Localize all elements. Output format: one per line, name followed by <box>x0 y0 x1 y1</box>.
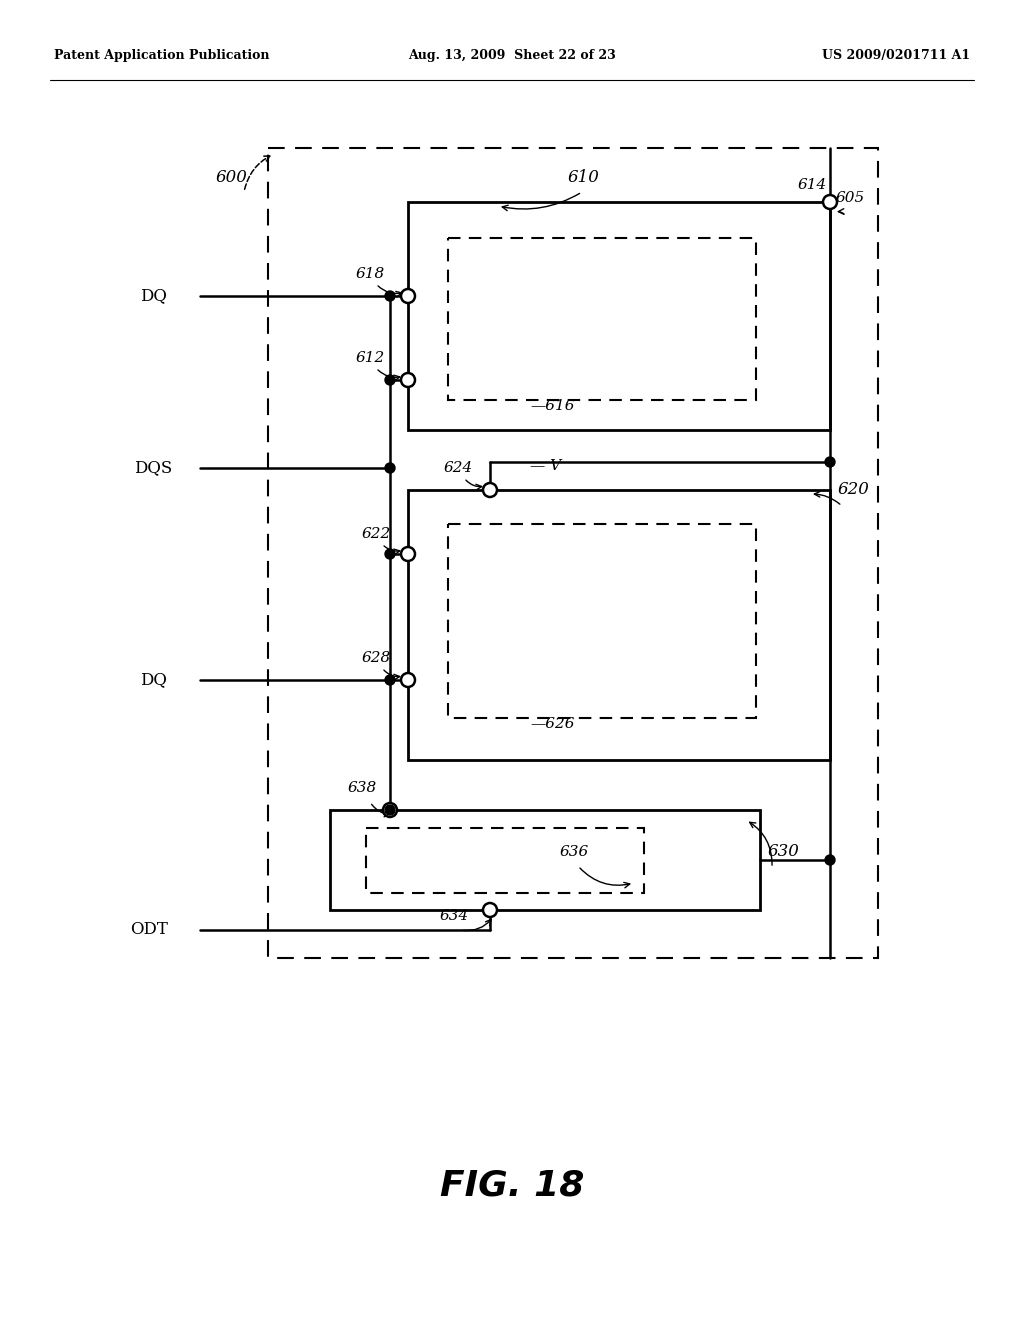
Text: 614: 614 <box>798 178 827 191</box>
Circle shape <box>385 805 395 814</box>
Text: DQS: DQS <box>134 459 172 477</box>
Circle shape <box>825 855 835 865</box>
Bar <box>268 148 878 958</box>
Text: DQ: DQ <box>140 288 167 305</box>
Text: 620: 620 <box>838 482 869 499</box>
Circle shape <box>401 374 415 387</box>
Text: 634: 634 <box>440 909 469 923</box>
Text: DQ: DQ <box>140 672 167 689</box>
Bar <box>449 524 756 718</box>
Circle shape <box>385 463 395 473</box>
Text: FIG. 18: FIG. 18 <box>440 1168 584 1203</box>
Bar <box>366 828 644 894</box>
Text: —616: —616 <box>530 399 574 413</box>
Text: 624: 624 <box>444 461 473 475</box>
Text: 622: 622 <box>362 527 391 541</box>
Text: 618: 618 <box>356 267 385 281</box>
Text: 638: 638 <box>348 781 377 795</box>
Text: 636: 636 <box>560 845 589 859</box>
Circle shape <box>483 483 497 498</box>
Circle shape <box>401 673 415 686</box>
Text: US 2009/0201711 A1: US 2009/0201711 A1 <box>822 49 970 62</box>
Text: 630: 630 <box>768 843 800 861</box>
Circle shape <box>825 457 835 467</box>
Circle shape <box>401 546 415 561</box>
Circle shape <box>385 549 395 558</box>
Text: 612: 612 <box>356 351 385 366</box>
Text: — V: — V <box>530 459 561 473</box>
Text: Patent Application Publication: Patent Application Publication <box>54 49 269 62</box>
Text: —626: —626 <box>530 717 574 731</box>
Text: Aug. 13, 2009  Sheet 22 of 23: Aug. 13, 2009 Sheet 22 of 23 <box>409 49 615 62</box>
Text: ODT: ODT <box>130 921 168 939</box>
Bar <box>408 490 830 760</box>
Circle shape <box>385 375 395 385</box>
Circle shape <box>401 289 415 304</box>
Text: 600: 600 <box>216 169 248 186</box>
Circle shape <box>385 290 395 301</box>
Bar <box>449 238 756 400</box>
Bar <box>330 810 760 909</box>
Circle shape <box>383 803 397 817</box>
Text: 628: 628 <box>362 651 391 665</box>
Circle shape <box>483 903 497 917</box>
Circle shape <box>385 675 395 685</box>
Bar <box>408 202 830 430</box>
Text: 605: 605 <box>836 191 865 205</box>
Text: 610: 610 <box>568 169 600 186</box>
Circle shape <box>823 195 837 209</box>
